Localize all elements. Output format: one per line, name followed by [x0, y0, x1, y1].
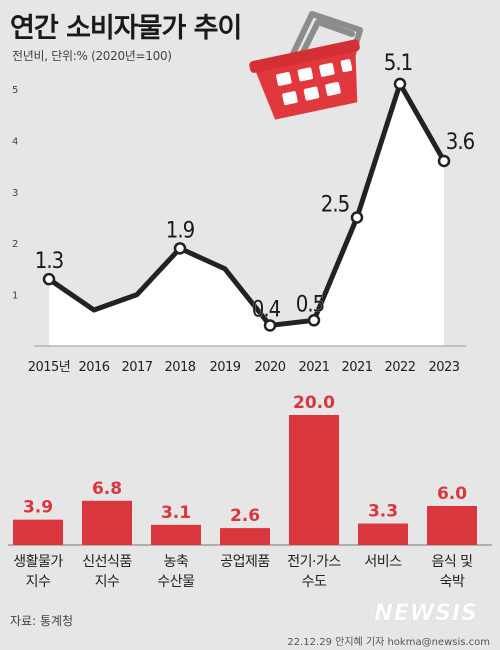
y-tick-label: 5 [12, 85, 18, 96]
x-tick-label: 2017 [121, 360, 152, 375]
x-tick-label: 2021 [298, 360, 329, 375]
bar [82, 500, 132, 545]
bar [289, 415, 339, 545]
bar-category-label: 공업제품 [220, 554, 270, 570]
bar-category-label: 숙박 [440, 574, 465, 590]
data-label: 3.6 [446, 130, 475, 155]
data-point [307, 314, 321, 327]
line-chart: 1 2 3 4 5 1.3 1.9 0.4 0.5 2.5 5.1 3.6 2015년 2016 2017 2… [12, 51, 476, 375]
x-tick-label: 2020 [254, 360, 285, 375]
bar-category-label: 신선식품 [82, 554, 132, 570]
bar [358, 523, 408, 545]
x-tick-label: 2022 [384, 360, 415, 375]
bar [220, 528, 270, 545]
data-point [437, 154, 451, 168]
bar-category-label: 전기·가스 [287, 554, 341, 570]
shopping-basket-icon [249, 11, 363, 120]
data-point [263, 319, 277, 332]
bar-category-label: 서비스 [364, 554, 402, 570]
bar-value-label: 6.8 [92, 479, 122, 499]
data-point [173, 242, 187, 255]
bar-category-label: 농축 [164, 554, 189, 570]
x-tick-label: 2015년 [28, 360, 71, 375]
credit-line: 22.12.29 안지혜 기자 hokma@newsis.com [287, 637, 490, 648]
bar-value-label: 6.0 [437, 484, 467, 504]
y-tick-label: 1 [12, 291, 18, 302]
x-tick-label: 2018 [164, 360, 195, 375]
x-tick-label: 2016 [78, 360, 109, 375]
bar-value-label: 3.3 [368, 502, 398, 522]
chart-title: 연간 소비자물가 추이 [10, 13, 242, 44]
bar [427, 506, 477, 545]
y-tick-label: 4 [12, 136, 18, 147]
data-label: 1.9 [166, 218, 195, 243]
x-tick-label: 2023 [428, 360, 459, 375]
line-area-fill [49, 83, 444, 347]
bar-category-label: 수산물 [157, 574, 195, 590]
data-label: 0.5 [296, 292, 324, 317]
bar-value-label: 3.9 [23, 498, 53, 518]
data-label: 5.1 [384, 51, 412, 76]
data-label: 2.5 [321, 193, 349, 218]
y-tick-label: 2 [12, 239, 18, 250]
bar-category-label: 지수 [26, 574, 51, 590]
data-label: 1.3 [35, 249, 64, 274]
chart-subtitle: 전년비, 단위:% (2020년=100) [12, 49, 172, 63]
y-tick-label: 3 [12, 188, 18, 199]
source-note: 자료: 통계청 [10, 614, 74, 628]
bar-value-label: 2.6 [230, 506, 260, 526]
newsis-logo: NEWSIS [374, 601, 478, 626]
data-point [393, 77, 407, 91]
bar [13, 519, 63, 545]
bar-category-label: 수도 [302, 574, 327, 590]
data-point [42, 272, 56, 286]
data-point [350, 211, 364, 224]
bar-category-label: 지수 [95, 574, 120, 590]
bar [151, 524, 201, 545]
x-tick-label: 2021 [341, 360, 372, 375]
data-label: 0.4 [252, 297, 281, 322]
x-tick-label: 2019 [209, 360, 240, 375]
bar-value-label: 20.0 [293, 393, 335, 413]
bar-category-label: 생활물가 [13, 554, 63, 570]
series-line [46, 81, 447, 328]
bar-category-label: 음식 및 [431, 554, 472, 570]
bar-value-label: 3.1 [161, 503, 191, 523]
